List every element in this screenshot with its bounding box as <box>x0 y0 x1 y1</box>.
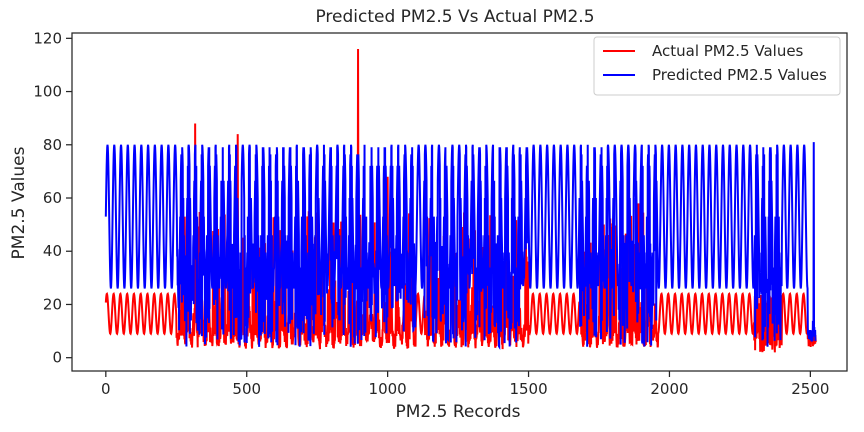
x-tick-label: 500 <box>232 380 261 398</box>
x-tick-label: 1500 <box>509 380 547 398</box>
x-tick-label: 0 <box>101 380 111 398</box>
plot-area <box>71 32 848 372</box>
y-axis-title: PM2.5 Values <box>9 146 29 259</box>
legend: Actual PM2.5 Values Predicted PM2.5 Valu… <box>593 36 841 96</box>
series-line-actual <box>104 48 817 353</box>
y-tick-label: 20 <box>43 295 62 313</box>
x-axis: 0 500 1000 1500 2000 2500 <box>101 371 829 398</box>
chart-title: Predicted PM2.5 Vs Actual PM2.5 <box>315 7 594 27</box>
y-axis: 0 20 40 60 80 100 120 <box>33 29 72 367</box>
x-tick-label: 2000 <box>650 380 688 398</box>
x-tick-label: 1000 <box>369 380 407 398</box>
y-tick-label: 0 <box>52 349 62 367</box>
legend-label-predicted: Predicted PM2.5 Values <box>652 66 827 84</box>
plot-frame <box>71 32 848 372</box>
legend-box <box>593 36 841 96</box>
y-tick-label: 40 <box>43 242 62 260</box>
legend-label-actual: Actual PM2.5 Values <box>652 42 804 60</box>
y-tick-label: 100 <box>33 83 62 101</box>
y-tick-label: 120 <box>33 29 62 47</box>
series-line-predicted <box>104 142 817 351</box>
x-tick-label: 2500 <box>791 380 829 398</box>
y-tick-label: 80 <box>43 136 62 154</box>
x-axis-title: PM2.5 Records <box>396 402 521 422</box>
y-tick-label: 60 <box>43 189 62 207</box>
